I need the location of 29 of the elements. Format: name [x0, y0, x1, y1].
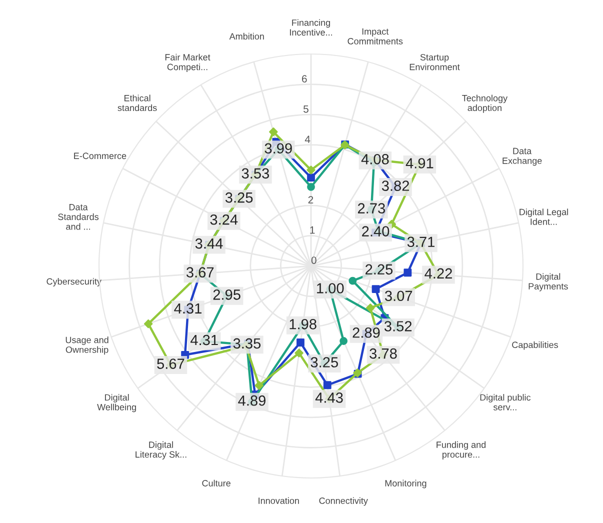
spoke-label: Cybersecurity [46, 278, 102, 286]
spoke-label: Financing Incentive... [290, 19, 332, 36]
spoke-label: Usage and Ownership [66, 336, 108, 355]
spoke-label: Innovation [258, 497, 299, 504]
spoke-label: Data Standards and ... [58, 204, 99, 230]
spoke-label: Ethical standards [118, 94, 157, 112]
spoke-label: Data Exchange [502, 148, 542, 166]
y-tick-label: 4 [304, 136, 310, 143]
spoke-label: Monitoring [385, 480, 426, 488]
spoke-label: Digital Payments [528, 273, 568, 292]
spoke-label: Technology adoption [462, 94, 508, 113]
spoke-label: Funding and procure... [436, 441, 486, 460]
spoke-label: Capabilities [512, 341, 558, 350]
y-tick-label: 5 [303, 105, 308, 113]
spoke-label: Digital public serv... [480, 394, 531, 410]
spoke-label: Culture [202, 480, 230, 486]
spoke-label: E-Commerce [74, 152, 126, 160]
spoke-label: Impact Commitments [348, 28, 403, 44]
spoke-label: Connectivity [319, 497, 368, 506]
spoke-label: Fair Market Competi... [165, 54, 210, 72]
y-tick-label: 0 [311, 256, 316, 264]
spoke-label: Ambition [229, 32, 264, 40]
spoke-label: Digital Wellbeing [97, 394, 136, 412]
spoke-label: Startup Environment [410, 54, 460, 70]
spoke-label: Digital Literacy Sk... [136, 441, 186, 460]
y-tick-label: 6 [302, 75, 307, 82]
spoke-label: Digital Legal Ident... [520, 208, 568, 225]
y-tick-label: 2 [308, 196, 314, 204]
y-tick-label: 1 [310, 226, 315, 234]
